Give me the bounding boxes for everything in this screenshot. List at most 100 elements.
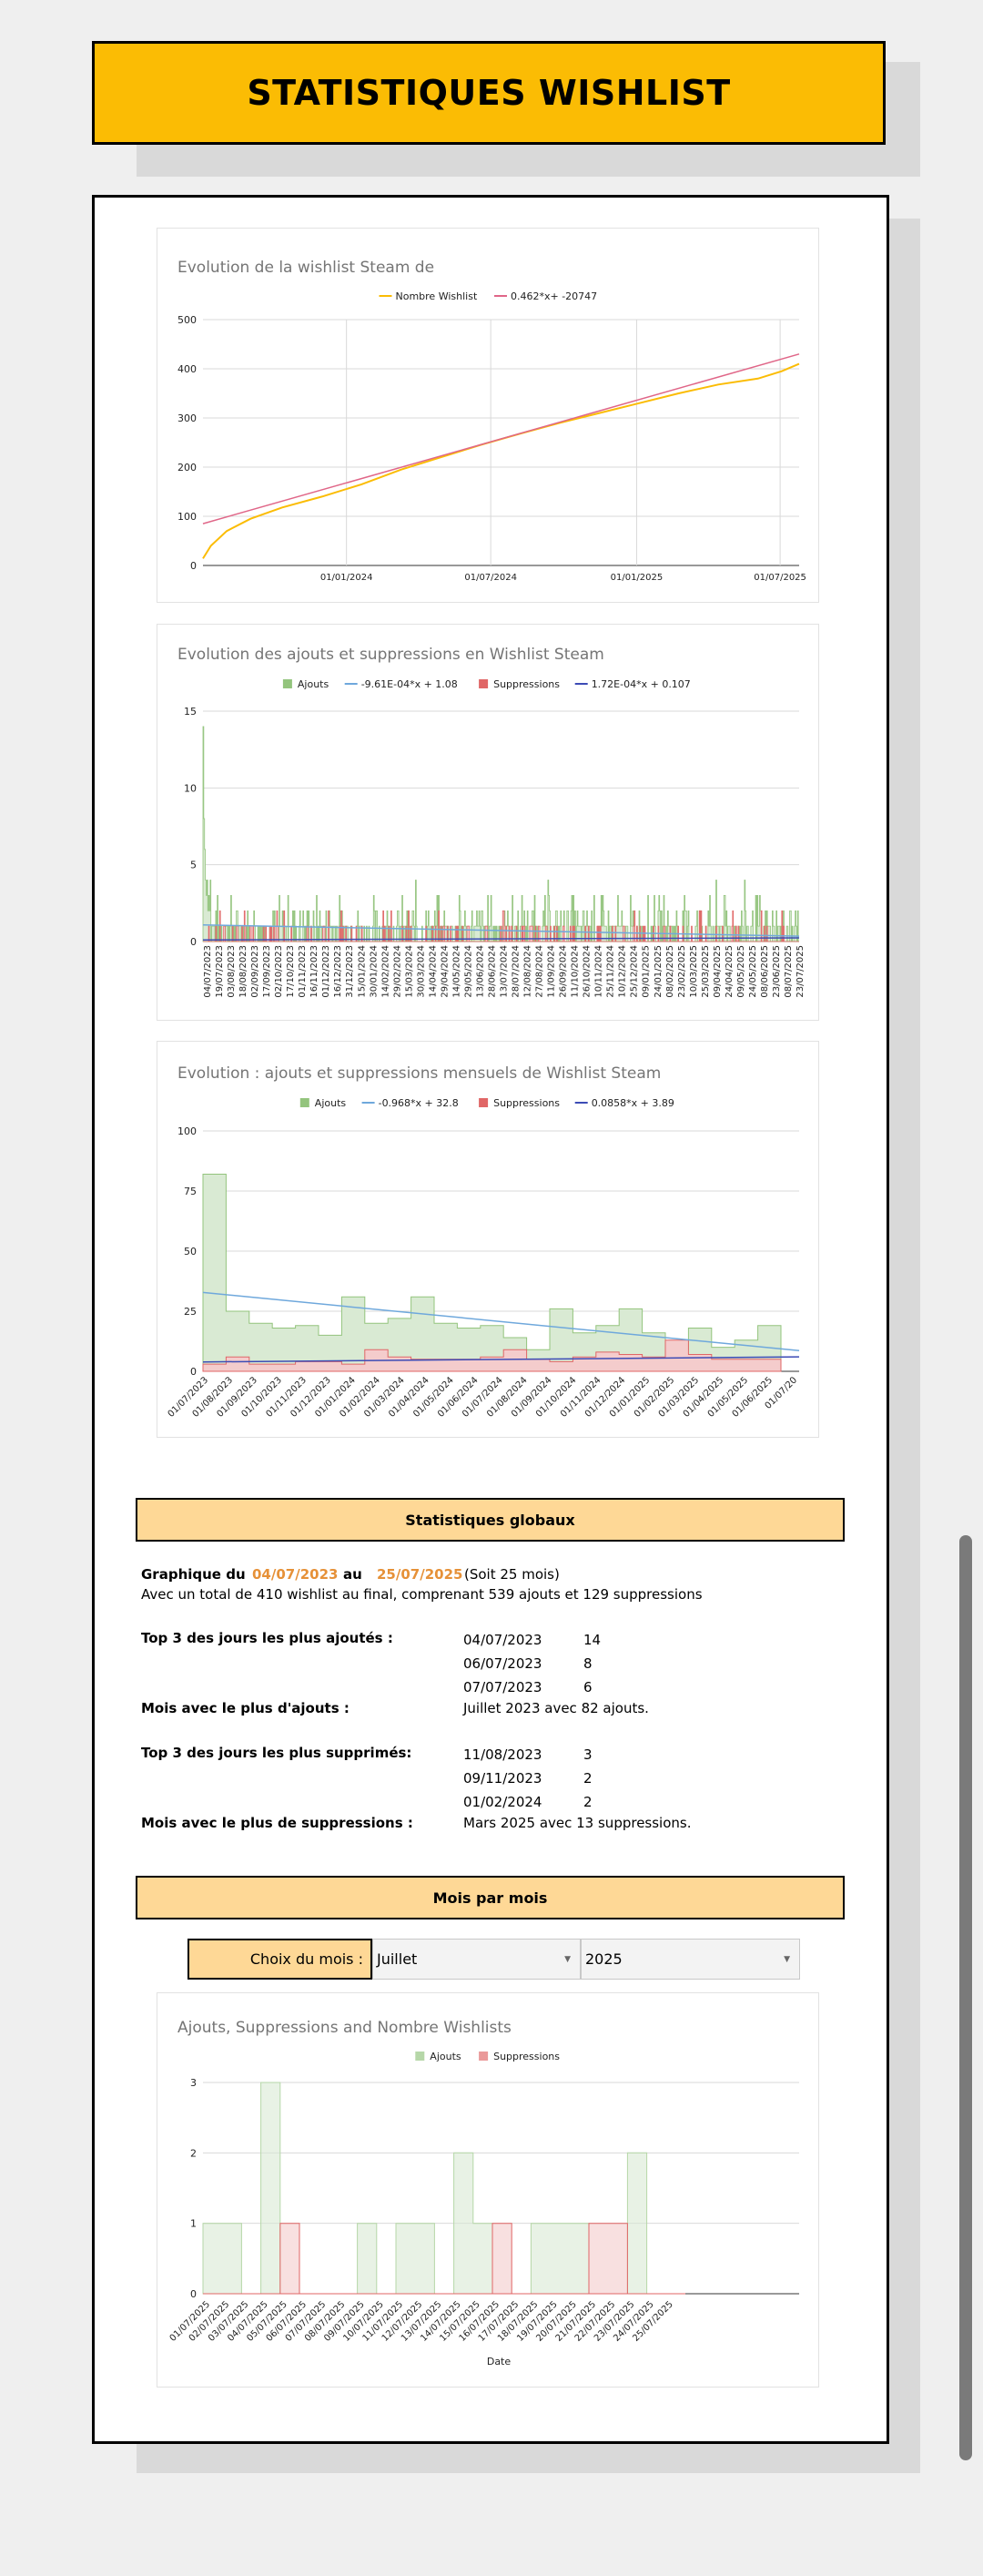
y-tick-label: 500 <box>177 314 197 326</box>
x-tick-label: 01/07/2025 <box>754 573 806 583</box>
scrollbar[interactable] <box>959 1535 972 2460</box>
y-tick-label: 5 <box>190 860 197 871</box>
top-added-date: 07/07/2023 <box>463 1679 542 1695</box>
x-tick-label: 10/12/2024 <box>618 945 628 998</box>
x-tick-label: 30/01/2024 <box>369 945 379 998</box>
x-tick-label: 27/08/2024 <box>535 945 545 998</box>
legend-label: 0.0858*x + 3.89 <box>592 1097 674 1109</box>
stats-section-title: Statistiques globaux <box>405 1511 575 1529</box>
x-tick-label: 13/07/2024 <box>500 945 510 998</box>
y-tick-label: 0 <box>190 1366 197 1378</box>
x-tick-label: 02/09/2023 <box>250 945 260 998</box>
x-tick-label: 14/05/2024 <box>451 945 461 998</box>
legend-label: Ajouts <box>315 1097 347 1109</box>
legend-label: 1.72E-04*x + 0.107 <box>592 678 691 690</box>
legend-label: Nombre Wishlist <box>396 290 478 302</box>
x-tick-label: 01/07/2024 <box>464 573 517 583</box>
top-added-count: 6 <box>583 1679 593 1695</box>
x-tick-label: 28/06/2024 <box>487 945 497 998</box>
legend-swatch <box>282 679 292 688</box>
x-tick-label: 10/03/2025 <box>689 945 699 998</box>
legend-label: -9.61E-04*x + 1.08 <box>361 678 458 690</box>
chart-daily-adds-removes: Evolution des ajouts et suppressions en … <box>157 624 819 1021</box>
x-tick-label: 18/08/2023 <box>238 945 248 998</box>
top-added-date: 06/07/2023 <box>463 1655 542 1672</box>
top-removed-count: 2 <box>583 1794 593 1810</box>
legend-swatch <box>415 2052 425 2061</box>
trend-adds-line <box>202 1291 800 1352</box>
legend-label: Ajouts <box>430 2051 461 2062</box>
x-tick-label: 08/02/2025 <box>665 945 675 998</box>
chart-title: Evolution des ajouts et suppressions en … <box>177 646 604 664</box>
adds-area <box>202 726 799 942</box>
legend-label: Suppressions <box>493 1097 560 1109</box>
x-tick-label: 19/07/2023 <box>215 945 225 998</box>
x-tick-label: 09/04/2025 <box>713 945 723 998</box>
x-tick-label: 08/07/2025 <box>784 945 794 998</box>
y-tick-label: 75 <box>184 1186 197 1197</box>
x-tick-label: 14/02/2024 <box>380 945 390 998</box>
top-added-label: Top 3 des jours les plus ajoutés : <box>141 1630 393 1646</box>
month-most-removed-value: Mars 2025 avec 13 suppressions. <box>463 1815 692 1831</box>
x-tick-label: 17/09/2023 <box>262 945 272 998</box>
y-tick-label: 50 <box>184 1246 197 1257</box>
top-added-count: 14 <box>583 1632 602 1648</box>
top-removed-date: 11/08/2023 <box>463 1746 542 1763</box>
chart-wishlist-evolution: Evolution de la wishlist Steam de Nombre … <box>157 228 819 603</box>
month-selector-label: Choix du mois : <box>187 1939 372 1980</box>
monthly-section-header: Mois par mois <box>136 1876 845 1919</box>
month-most-added-label: Mois avec le plus d'ajouts : <box>141 1700 350 1716</box>
legend-swatch <box>479 1098 489 1107</box>
x-tick-label: 09/05/2025 <box>736 945 746 998</box>
x-axis-title: Date <box>487 2356 512 2367</box>
x-tick-label: 26/09/2024 <box>559 945 569 998</box>
month-dropdown[interactable]: Juillet ▼ <box>372 1939 581 1980</box>
removes-area <box>203 2223 685 2295</box>
y-tick-label: 300 <box>177 412 197 424</box>
x-tick-label: 25/11/2024 <box>606 945 616 998</box>
duration-text: (Soit 25 mois) <box>464 1566 560 1583</box>
chevron-down-icon: ▼ <box>564 1955 571 1964</box>
x-tick-label: 09/01/2025 <box>642 945 652 998</box>
y-tick-label: 400 <box>177 363 197 375</box>
x-tick-label: 01/01/2024 <box>320 573 373 583</box>
y-tick-label: 0 <box>190 2288 197 2300</box>
page-header: STATISTIQUES WISHLIST <box>92 41 886 145</box>
trend-adds-line <box>202 924 800 937</box>
month-most-removed-label: Mois avec le plus de suppressions : <box>141 1815 413 1831</box>
page-title: STATISTIQUES WISHLIST <box>247 73 731 113</box>
x-tick-label: 03/08/2023 <box>227 945 237 998</box>
x-tick-label: 13/06/2024 <box>475 945 485 998</box>
stats-section-header: Statistiques globaux <box>136 1498 845 1542</box>
y-tick-label: 100 <box>177 1125 197 1137</box>
chart-title: Evolution : ajouts et suppressions mensu… <box>177 1064 661 1083</box>
removes-area <box>203 910 799 942</box>
x-tick-label: 29/05/2024 <box>463 945 473 998</box>
top-added-count: 8 <box>583 1655 593 1672</box>
chart-title: Ajouts, Suppressions and Nombre Wishlist… <box>177 2019 512 2037</box>
x-tick-label: 28/07/2024 <box>512 945 522 998</box>
chevron-down-icon: ▼ <box>784 1955 790 1964</box>
legend-label: -0.968*x + 32.8 <box>379 1097 459 1109</box>
series-line <box>202 362 800 559</box>
x-tick-label: 16/12/2023 <box>333 945 343 998</box>
chart-title: Evolution de la wishlist Steam de <box>177 259 434 277</box>
x-tick-label: 02/10/2023 <box>274 945 284 998</box>
trend-removes-line <box>202 937 800 941</box>
y-tick-label: 1 <box>190 2218 197 2230</box>
x-tick-label: 30/03/2024 <box>416 945 426 998</box>
y-tick-label: 0 <box>190 560 197 572</box>
x-tick-label: 31/12/2023 <box>345 945 355 998</box>
x-tick-label: 15/03/2024 <box>404 945 414 998</box>
x-tick-label: 23/07/2025 <box>796 945 806 998</box>
year-dropdown[interactable]: 2025 ▼ <box>581 1939 800 1980</box>
x-tick-label: 01/11/2023 <box>298 945 308 998</box>
x-tick-label: 24/04/2025 <box>725 945 735 998</box>
y-tick-label: 15 <box>184 706 197 718</box>
total-text: Avec un total de 410 wishlist au final, … <box>141 1586 703 1603</box>
x-tick-label: 01/01/2025 <box>611 573 664 583</box>
chart-monthly-adds-removes: Evolution : ajouts et suppressions mensu… <box>157 1041 819 1438</box>
x-tick-label: 11/10/2024 <box>571 945 581 998</box>
legend-swatch <box>479 2052 489 2061</box>
trend-removes-line <box>202 1356 800 1363</box>
